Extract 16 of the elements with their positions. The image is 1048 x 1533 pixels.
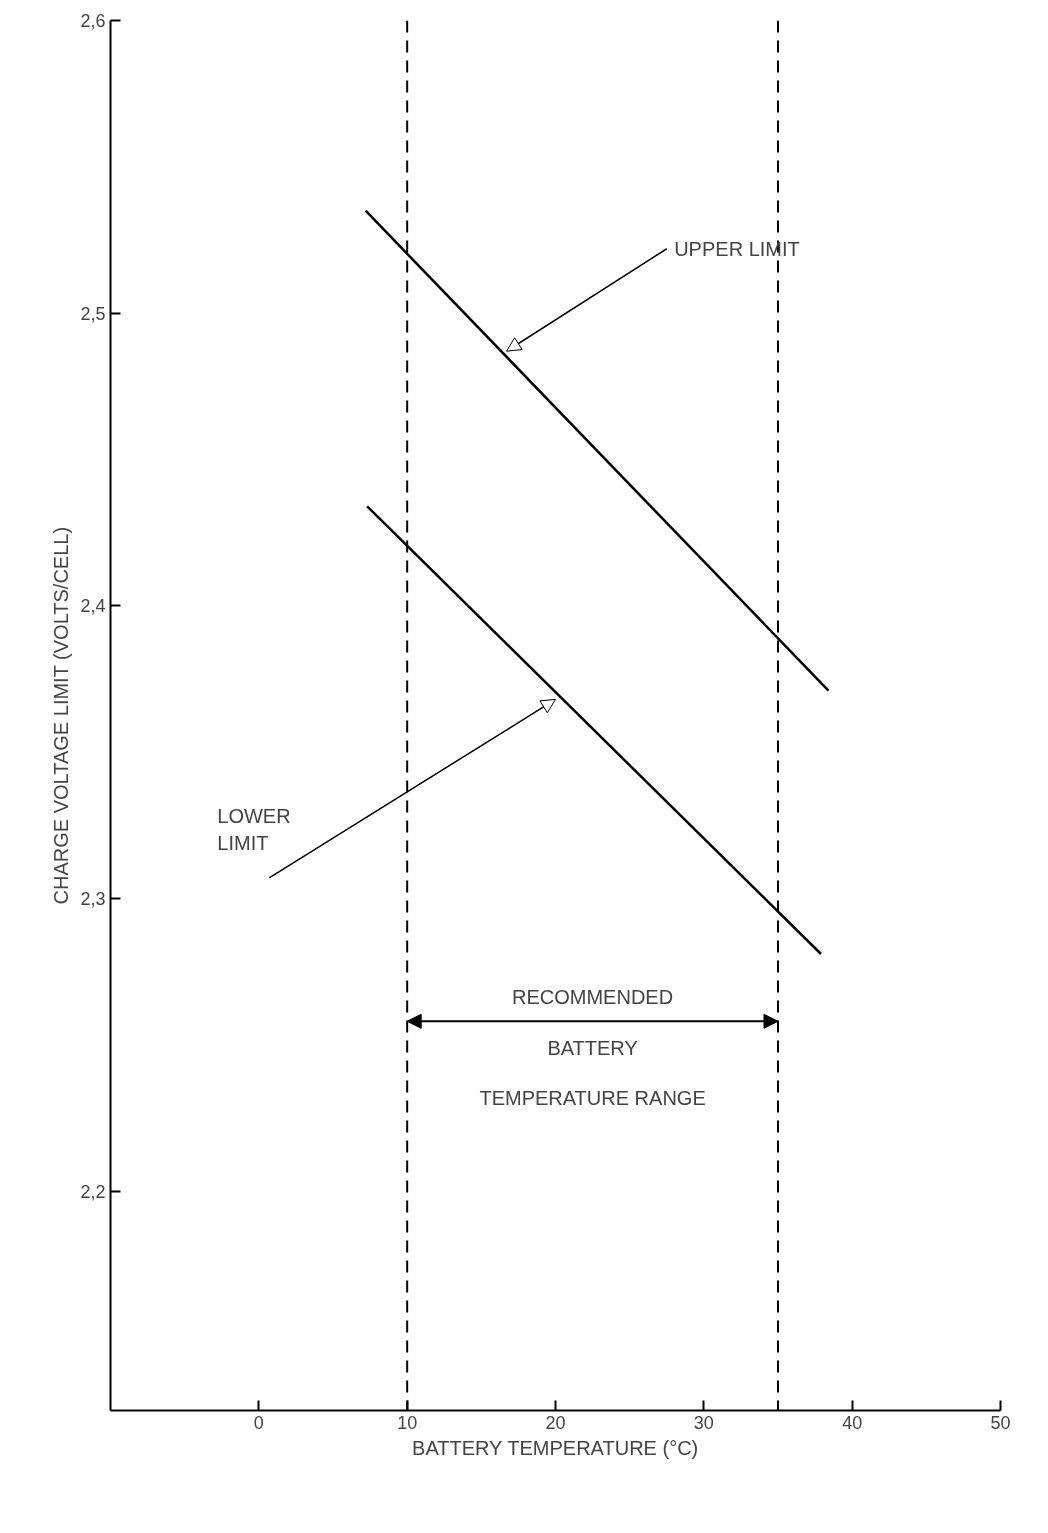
y-tick-label: 2,2 xyxy=(80,1181,106,1202)
y-axis-title: CHARGE VOLTAGE LIMIT (VOLTS/CELL) xyxy=(50,526,73,905)
x-tick-label: 20 xyxy=(545,1412,566,1433)
y-tick-label: 2,6 xyxy=(80,11,106,31)
annotation: LOWER LIMIT xyxy=(217,805,291,854)
x-tick-label: 0 xyxy=(253,1412,264,1433)
x-tick-label: 50 xyxy=(990,1412,1011,1433)
x-axis-title: BATTERY TEMPERATURE (°C) xyxy=(412,1436,699,1459)
text: RECOMMENDED BATTERY TEMPERATURE RANGE xyxy=(479,986,706,1110)
y-tick-label: 2,5 xyxy=(80,303,106,324)
y-tick-label: 2,3 xyxy=(80,888,106,909)
annotation: UPPER LIMIT xyxy=(674,237,800,260)
y-tick-label: 2,4 xyxy=(80,596,106,617)
x-tick-label: 10 xyxy=(397,1412,418,1433)
x-tick-label: 30 xyxy=(693,1412,714,1433)
x-tick-label: 40 xyxy=(842,1412,863,1433)
